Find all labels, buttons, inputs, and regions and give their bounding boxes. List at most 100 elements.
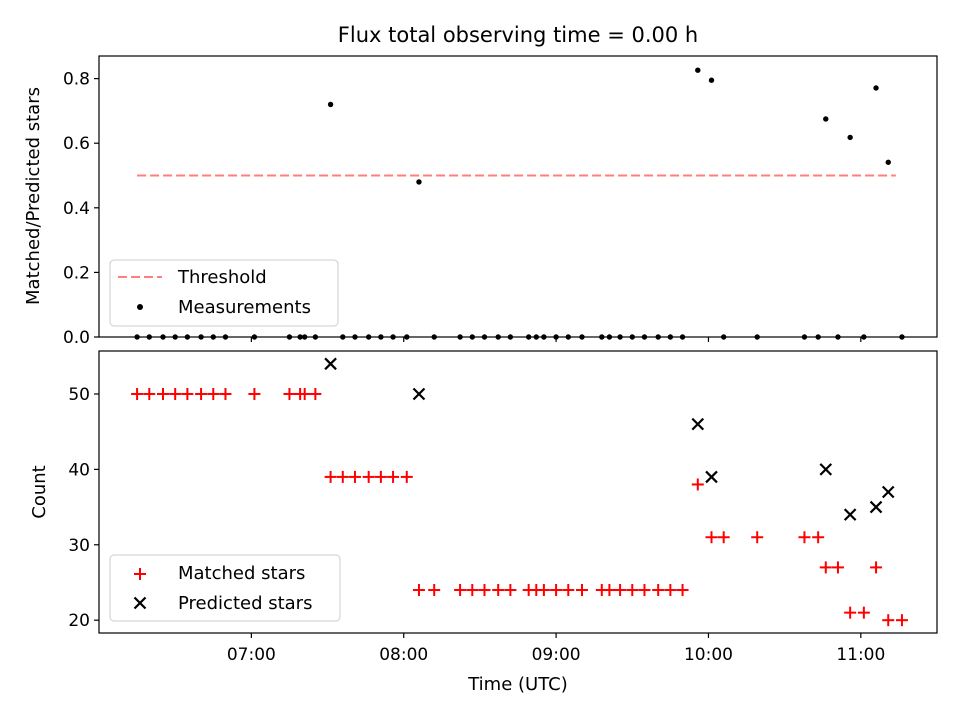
legend-predicted-label: Predicted stars	[178, 593, 312, 614]
legend-threshold-label: Threshold	[177, 267, 267, 288]
bottom-legend: Matched stars Predicted stars	[109, 554, 341, 622]
top-panel: 0.00.20.40.60.8 Matched/Predicted stars …	[23, 55, 938, 348]
measurement-point	[847, 134, 853, 141]
matched-star-marker	[895, 614, 908, 627]
matched-star-marker	[466, 584, 479, 597]
legend-matched-label: Matched stars	[178, 563, 305, 584]
matched-star-marker	[717, 531, 730, 544]
bottom-y-tick-label: 20	[68, 611, 90, 631]
matched-star-marker	[676, 584, 689, 597]
matched-star-marker	[691, 478, 704, 491]
matched-star-marker	[550, 584, 563, 597]
bottom-axes: 20 30 40 50 07:00 08:00 09:00 10:00 11:00	[68, 350, 938, 665]
matched-star-marker	[324, 470, 337, 483]
matched-star-marker	[454, 584, 467, 597]
predicted-star-marker	[869, 500, 883, 514]
bottom-marks	[131, 357, 908, 627]
matched-star-marker	[207, 387, 220, 400]
matched-star-marker	[283, 387, 296, 400]
top-axes: 0.0 0.2 0.4 0.6 0.8	[63, 55, 938, 348]
matched-star-marker	[626, 584, 639, 597]
predicted-star-marker	[412, 387, 426, 401]
predicted-star-marker	[843, 508, 857, 521]
matched-star-marker	[143, 387, 156, 400]
matched-star-marker	[169, 387, 182, 400]
matched-star-marker	[798, 531, 811, 544]
matched-star-marker	[751, 531, 764, 544]
matched-star-marker	[603, 584, 616, 597]
bottom-y-tick-label: 30	[68, 536, 90, 556]
top-y-tick-label: 0.4	[63, 199, 90, 219]
matched-star-marker	[492, 584, 505, 597]
predicted-star-marker	[691, 417, 705, 431]
matched-star-marker	[652, 584, 665, 597]
matched-star-marker	[504, 584, 517, 597]
matched-star-marker	[819, 561, 832, 574]
top-y-tick-label: 0.6	[63, 134, 90, 154]
x-tick-label: 09:00	[532, 645, 581, 665]
bottom-y-axis-label: Count	[29, 465, 50, 518]
matched-star-marker	[309, 387, 322, 400]
matched-star-marker	[374, 470, 387, 483]
matched-star-marker	[348, 470, 361, 483]
top-legend-box	[109, 259, 339, 327]
legend-matched-swatch	[134, 568, 146, 580]
predicted-star-marker	[705, 470, 718, 484]
measurement-point	[695, 67, 701, 73]
matched-star-marker	[575, 584, 588, 597]
matched-star-marker	[831, 561, 844, 574]
matched-star-marker	[870, 561, 883, 574]
matched-star-marker	[812, 531, 825, 544]
x-tick-label: 11:00	[836, 645, 885, 665]
matched-star-marker	[181, 387, 194, 400]
legend-predicted-swatch	[133, 596, 147, 610]
measurement-point	[873, 85, 879, 91]
matched-star-marker	[195, 387, 208, 400]
matched-star-marker	[412, 584, 425, 597]
matched-star-marker	[131, 387, 144, 400]
figure-title: Flux total observing time = 0.00 h	[338, 23, 698, 47]
matched-star-marker	[562, 584, 575, 597]
predicted-star-marker	[819, 463, 833, 476]
matched-star-marker	[362, 470, 375, 483]
top-plot-frame	[98, 55, 938, 338]
measurement-point	[708, 77, 715, 83]
top-y-tick-label: 0.2	[63, 263, 90, 283]
predicted-star-marker	[324, 357, 337, 371]
matched-star-marker	[478, 584, 491, 597]
matched-star-marker	[638, 584, 651, 597]
measurement-point	[823, 116, 829, 122]
legend-measurements-label: Measurements	[178, 297, 311, 318]
x-axis-label: Time (UTC)	[467, 674, 568, 695]
matched-star-marker	[844, 606, 857, 619]
matched-star-marker	[219, 387, 232, 400]
measurement-point	[327, 101, 334, 108]
legend-measurements-swatch	[137, 304, 143, 310]
top-y-tick-label: 0.0	[63, 328, 90, 348]
top-legend: Threshold Measurements	[109, 259, 339, 327]
matched-star-marker	[400, 470, 413, 483]
bottom-y-tick-label: 40	[68, 460, 90, 480]
predicted-star-marker	[881, 485, 895, 499]
matched-star-marker	[298, 387, 311, 400]
top-y-tick-label: 0.8	[63, 70, 90, 90]
matched-star-marker	[882, 614, 895, 627]
matched-star-marker	[537, 584, 550, 597]
x-tick-label: 10:00	[684, 645, 733, 665]
x-tick-label: 08:00	[379, 645, 428, 665]
bottom-y-tick-label: 50	[68, 385, 90, 405]
bottom-plot-frame	[98, 350, 938, 634]
measurement-point	[416, 179, 422, 185]
matched-star-marker	[387, 470, 400, 483]
matched-star-marker	[857, 606, 870, 619]
x-tick-label: 07:00	[227, 645, 276, 665]
matched-star-marker	[336, 470, 349, 483]
measurement-point	[885, 159, 891, 165]
matched-star-marker	[705, 531, 718, 544]
top-y-axis-label: Matched/Predicted stars	[23, 87, 44, 305]
matched-star-marker	[428, 584, 441, 597]
matched-star-marker	[614, 584, 627, 597]
matched-star-marker	[664, 584, 677, 597]
